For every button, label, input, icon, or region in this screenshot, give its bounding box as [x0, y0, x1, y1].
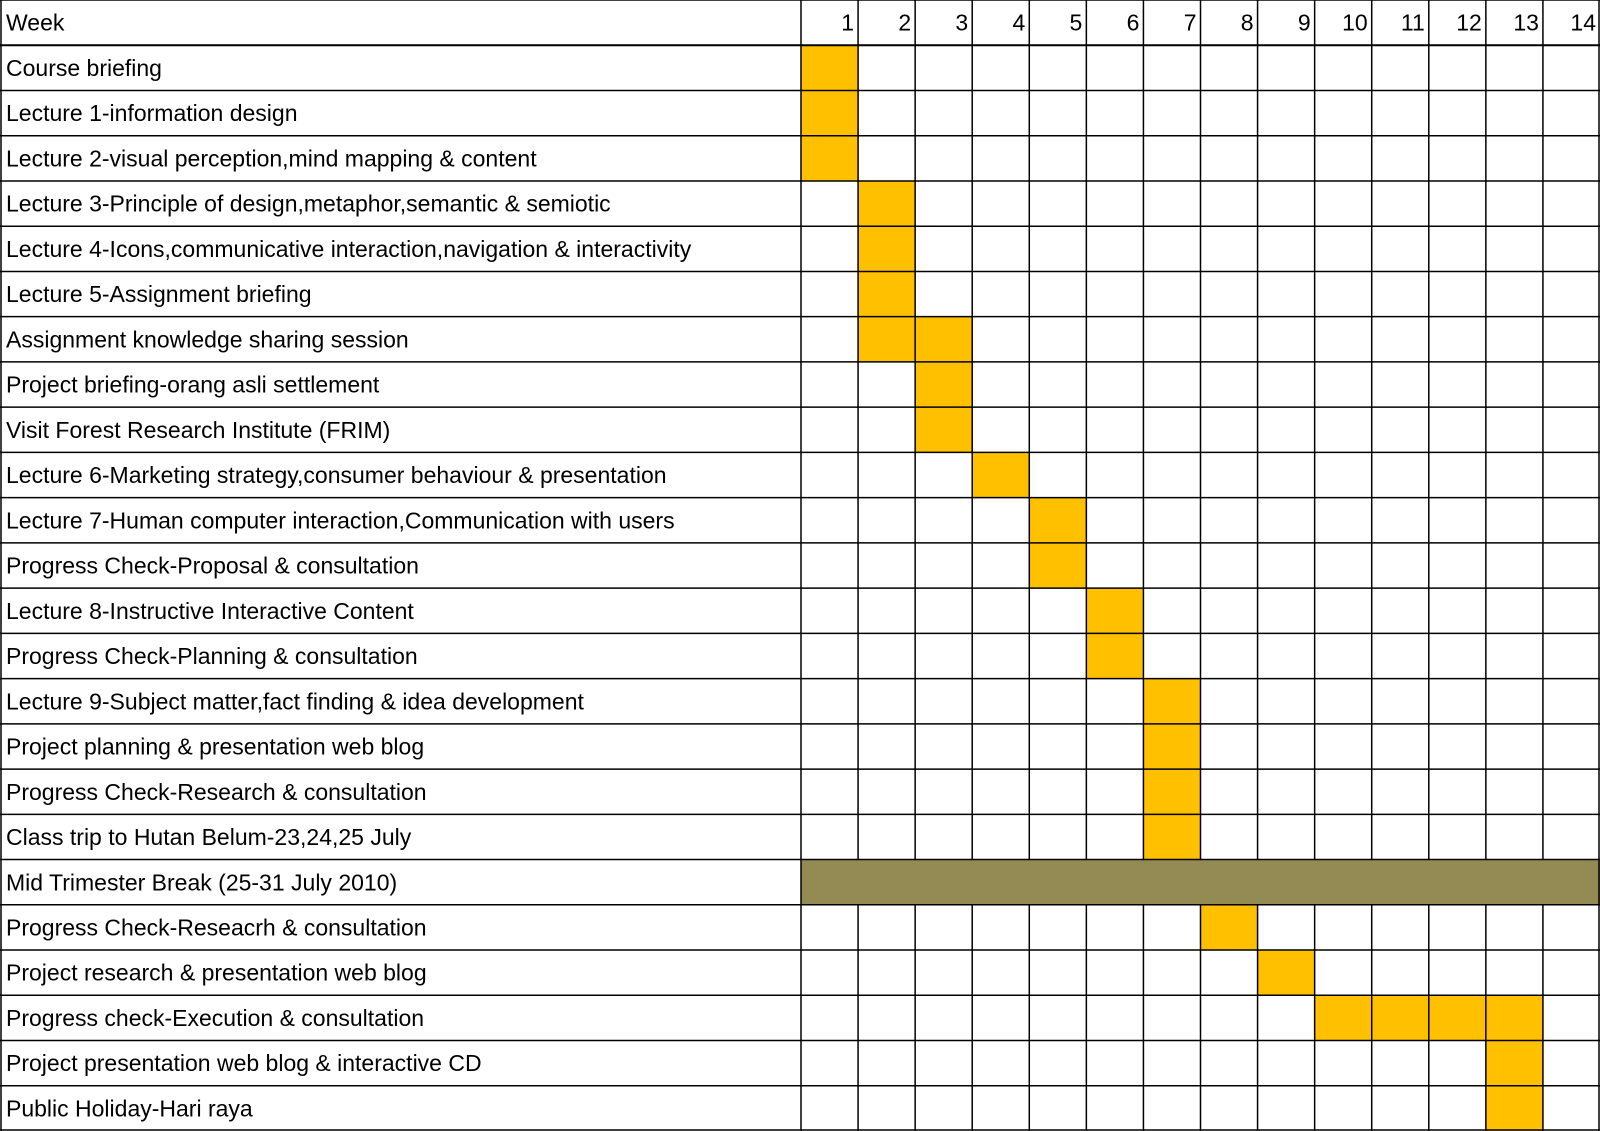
- week-number: 10: [1342, 10, 1368, 36]
- task-label: Progress Check-Planning & consultation: [6, 643, 418, 669]
- week-number: 14: [1570, 10, 1596, 36]
- week-cell: [858, 180, 916, 227]
- week-cell: [1257, 859, 1316, 905]
- week-number: 9: [1298, 10, 1311, 36]
- task-label: Progress check-Execution & consultation: [6, 1005, 424, 1031]
- task-label: Progress Check-Proposal & consultation: [6, 553, 419, 579]
- week-number: 1: [841, 10, 854, 36]
- week-cell: [915, 316, 973, 362]
- week-number: 6: [1127, 10, 1140, 36]
- task-label: Lecture 7-Human computer interaction,Com…: [6, 507, 675, 533]
- week-cell: [1143, 723, 1201, 770]
- week-cell: [1485, 859, 1544, 905]
- week-cell: [1029, 859, 1087, 905]
- week-cell: [1086, 588, 1144, 634]
- week-cell: [1314, 859, 1373, 905]
- week-cell: [1086, 633, 1144, 679]
- week-cell: [915, 407, 973, 453]
- week-cell: [1428, 995, 1487, 1041]
- week-cell: [972, 452, 1030, 498]
- week-cell: [1143, 859, 1201, 905]
- task-label: Class trip to Hutan Belum-23,24,25 July: [6, 824, 412, 850]
- task-label: Project briefing-orang asli settlement: [6, 372, 380, 398]
- week-cell: [1485, 1085, 1544, 1131]
- task-label: Lecture 1-information design: [6, 100, 298, 126]
- task-label: Project planning & presentation web blog: [6, 734, 424, 760]
- week-number: 5: [1070, 10, 1083, 36]
- task-label: Lecture 2-visual perception,mind mapping…: [6, 145, 537, 171]
- week-cell: [858, 226, 916, 272]
- week-cell: [1029, 542, 1087, 589]
- week-cell: [1542, 859, 1600, 905]
- task-label: Lecture 6-Marketing strategy,consumer be…: [6, 462, 667, 488]
- week-number: 11: [1401, 10, 1425, 36]
- task-label: Project research & presentation web blog: [6, 960, 427, 986]
- week-cell: [1485, 1040, 1544, 1086]
- week-cell: [858, 316, 916, 362]
- task-label: Lecture 8-Instructive Interactive Conten…: [6, 598, 414, 624]
- task-label: Public Holiday-Hari raya: [6, 1095, 253, 1121]
- week-cell: [1200, 859, 1259, 905]
- week-number: 12: [1456, 10, 1482, 36]
- task-label: Project presentation web blog & interact…: [6, 1050, 482, 1076]
- task-label: Mid Trimester Break (25-31 July 2010): [6, 869, 397, 895]
- week-cell: [1143, 678, 1201, 724]
- task-label: Course briefing: [6, 55, 162, 81]
- task-label: Progress Check-Reseacrh & consultation: [6, 914, 427, 940]
- week-cell: [801, 90, 859, 136]
- week-number: 3: [955, 10, 968, 36]
- task-label: Assignment knowledge sharing session: [6, 326, 409, 352]
- week-cell: [858, 859, 916, 905]
- week-cell: [1029, 497, 1087, 543]
- task-label: Visit Forest Research Institute (FRIM): [6, 417, 390, 443]
- task-label: Lecture 9-Subject matter,fact finding & …: [6, 688, 585, 714]
- task-label: Lecture 4-Icons,communicative interactio…: [6, 236, 692, 262]
- week-cell: [915, 859, 973, 905]
- week-number: 4: [1012, 10, 1025, 36]
- week-cell: [801, 859, 859, 905]
- week-cell: [858, 271, 916, 317]
- week-cell: [1371, 859, 1430, 905]
- week-cell: [1086, 859, 1144, 905]
- task-label: Progress Check-Research & consultation: [6, 779, 427, 805]
- week-number: 13: [1513, 10, 1539, 36]
- week-number: 8: [1241, 10, 1254, 36]
- week-cell: [801, 135, 859, 181]
- week-cell: [1314, 995, 1373, 1041]
- task-label: Lecture 5-Assignment briefing: [6, 281, 312, 307]
- week-cell: [801, 45, 859, 91]
- week-cell: [1428, 859, 1487, 905]
- header-label: Week: [6, 10, 65, 36]
- week-cell: [1143, 814, 1201, 860]
- task-label: Lecture 3-Principle of design,metaphor,s…: [6, 191, 611, 217]
- week-cell: [972, 859, 1030, 905]
- week-number: 7: [1184, 10, 1197, 36]
- week-number: 2: [898, 10, 911, 36]
- week-cell: [1485, 995, 1544, 1041]
- week-cell: [1371, 995, 1430, 1041]
- week-cell: [1200, 904, 1259, 951]
- week-cell: [1143, 769, 1201, 815]
- week-cell: [915, 361, 973, 408]
- week-cell: [1257, 950, 1316, 996]
